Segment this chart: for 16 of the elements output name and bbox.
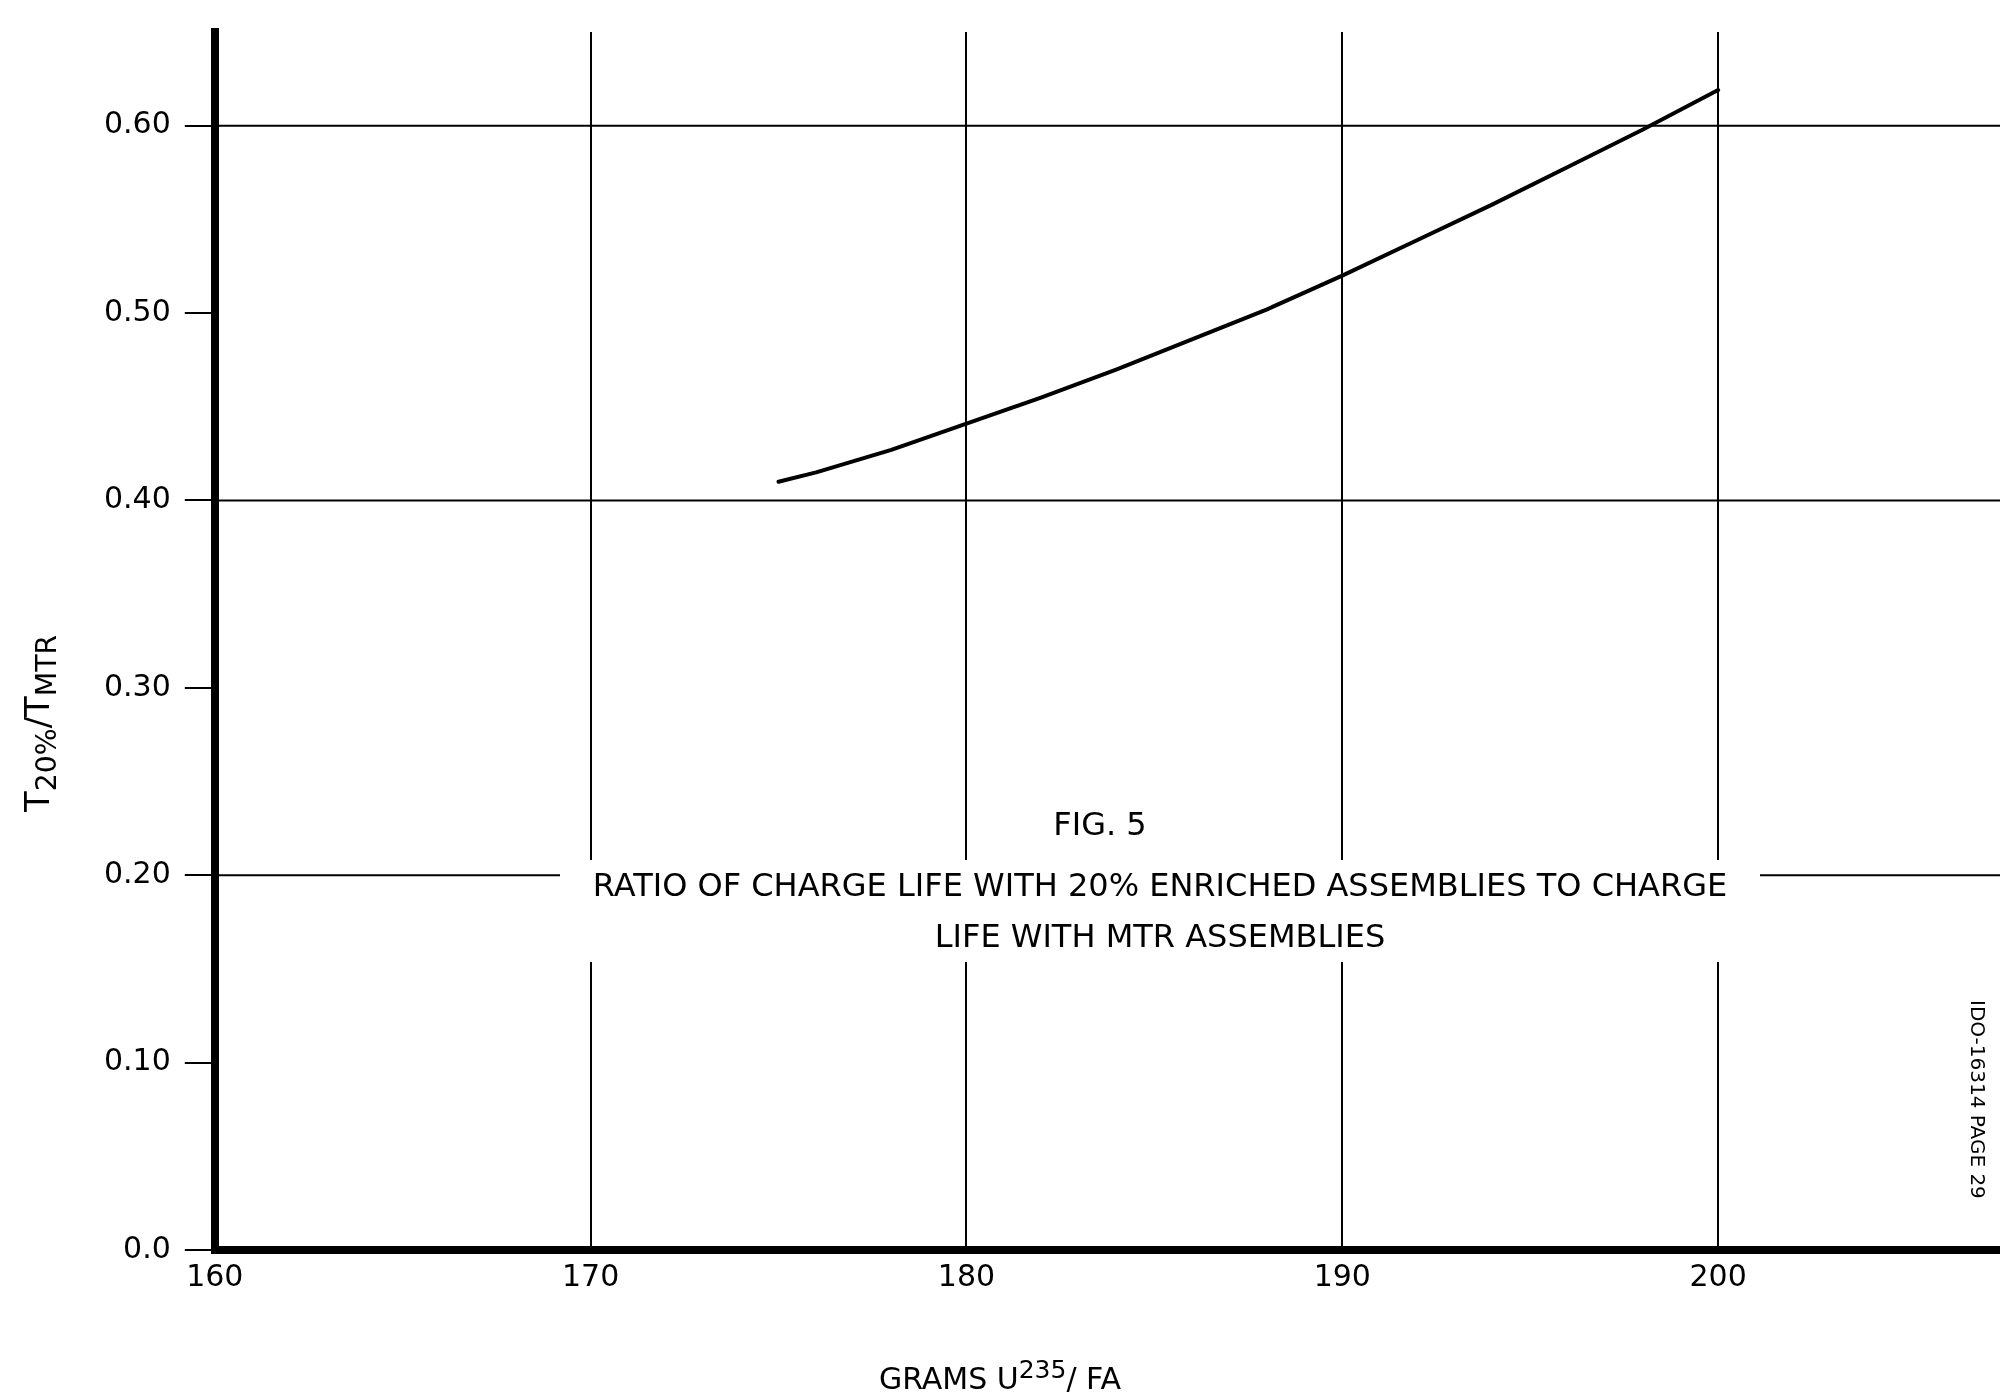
text: FIG. 5 [1052,805,1148,843]
y-tick-label: 0.20 [104,855,171,891]
x-tick-label: 180 [937,1257,996,1293]
x-tick-label: 160 [186,1257,244,1293]
y-tick-label: 0.50 [104,292,171,328]
x-tick-label: 200 [1689,1257,1747,1293]
x-tick-label: 190 [1313,1257,1371,1293]
y-tick-label: 0.60 [104,105,171,141]
y-tick-label: 0.10 [104,1042,171,1078]
text: RATIO OF CHARGE LIFE WITH 20% ENRICHED ASSEMBLIES TO CHARGE LIFE WITH MTR ASSEMBLIES [560,860,1760,963]
annotation: IDO-16314 PAGE 29 [1965,1000,1990,1199]
x-tick-label: 170 [562,1257,620,1293]
y-tick-label: 0.40 [104,480,171,516]
y-tick-label: 0.30 [104,667,171,703]
y-tick-label: 0.0 [123,1229,171,1265]
x-axis-title: GRAMS U$^{235}$/ FA [877,1355,1123,1396]
